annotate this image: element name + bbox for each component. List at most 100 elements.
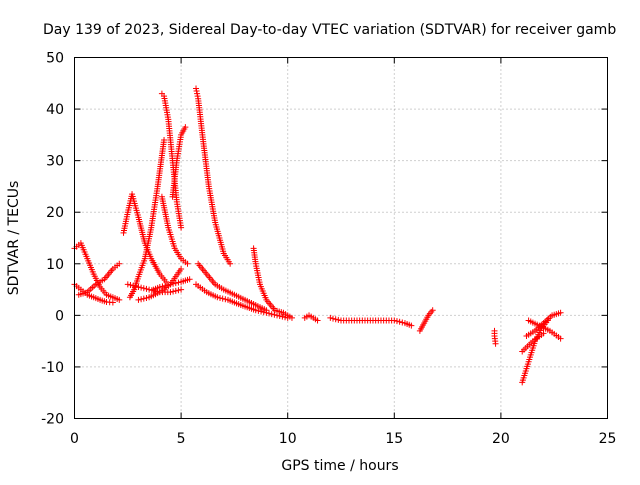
y-tick-label: 0 <box>55 308 64 324</box>
data-point <box>172 280 179 287</box>
data-point <box>116 260 123 267</box>
series-arc-11 <box>150 276 193 293</box>
data-point <box>143 285 150 292</box>
data-point <box>263 309 270 316</box>
series-arc-9 <box>169 124 189 200</box>
data-point <box>140 295 147 302</box>
series-arc-13 <box>195 260 270 314</box>
data-point <box>194 90 201 97</box>
y-axis-label: SDTVAR / TECUs <box>6 181 22 296</box>
x-tick-label: 20 <box>492 431 510 447</box>
data-point <box>109 299 116 306</box>
data-point <box>276 313 283 320</box>
data-point <box>143 294 150 301</box>
data-point <box>156 283 163 290</box>
data-point <box>175 287 182 294</box>
data-point <box>148 287 155 294</box>
y-tick-label: 50 <box>46 51 64 67</box>
data-point <box>540 330 547 337</box>
data-point <box>557 335 564 342</box>
data-point <box>132 283 139 290</box>
data-point <box>167 289 174 296</box>
data-point <box>135 296 142 303</box>
data-point <box>127 282 134 289</box>
data-point <box>492 340 499 347</box>
data-point <box>268 311 275 318</box>
series-arc-22 <box>525 317 564 342</box>
data-point <box>135 283 142 290</box>
x-tick-label: 0 <box>70 431 79 447</box>
x-tick-label: 10 <box>279 431 297 447</box>
series-arc-3 <box>75 260 123 298</box>
data-point <box>227 260 234 267</box>
data-point <box>279 313 286 320</box>
data-point <box>182 124 189 131</box>
data-point <box>163 278 170 285</box>
data-point <box>194 93 201 100</box>
chart-title: Day 139 of 2023, Sidereal Day-to-day VTE… <box>43 22 616 38</box>
data-point <box>162 282 169 289</box>
data-point <box>214 294 221 301</box>
data-point <box>124 281 131 288</box>
y-tick-label: -20 <box>41 412 64 428</box>
data-point <box>396 318 403 325</box>
data-point <box>327 314 334 321</box>
data-point <box>222 296 229 303</box>
series-arc-4 <box>120 191 170 285</box>
data-point <box>175 279 182 286</box>
data-point <box>314 317 321 324</box>
data-point <box>557 309 564 316</box>
data-point <box>184 260 191 267</box>
data-point <box>391 317 398 324</box>
data-point <box>170 288 177 295</box>
data-point <box>193 85 200 92</box>
data-point <box>399 319 406 326</box>
y-tick-label: 40 <box>46 102 64 118</box>
data-point <box>172 287 179 294</box>
data-point <box>330 315 337 322</box>
series-arc-17 <box>327 314 415 329</box>
series-arc-23 <box>519 330 547 355</box>
y-tick-label: -10 <box>41 360 64 376</box>
data-point <box>255 307 262 314</box>
series-arc-14 <box>193 281 291 321</box>
data-point <box>217 294 224 301</box>
data-point <box>186 276 193 283</box>
data-point <box>161 137 168 144</box>
data-point <box>335 316 342 323</box>
series-arc-5 <box>126 137 168 301</box>
data-point <box>178 286 185 293</box>
data-point <box>332 316 339 323</box>
data-point <box>159 283 166 290</box>
data-point <box>116 296 123 303</box>
data-point <box>193 88 200 95</box>
data-point <box>393 318 400 325</box>
data-point <box>178 265 185 272</box>
y-tick-label: 10 <box>46 257 64 273</box>
plot-frame <box>74 57 608 419</box>
data-point <box>408 322 415 329</box>
data-point <box>252 307 259 314</box>
series-arc-18 <box>416 307 436 334</box>
data-point <box>429 307 436 314</box>
data-point <box>164 282 171 289</box>
data-point <box>130 282 137 289</box>
series-arc-15 <box>250 245 295 321</box>
data-marks <box>71 85 564 386</box>
data-point <box>170 280 177 287</box>
data-point <box>138 296 145 303</box>
y-tick-label: 20 <box>46 205 64 221</box>
series-arc-10 <box>158 193 191 267</box>
data-point <box>258 308 265 315</box>
x-tick-label: 15 <box>385 431 403 447</box>
data-point <box>288 314 295 321</box>
x-tick-label: 5 <box>177 431 186 447</box>
data-point <box>178 224 185 231</box>
data-point <box>138 284 145 291</box>
series-arc-16 <box>301 312 321 324</box>
x-axis-label: GPS time / hours <box>281 458 398 474</box>
data-point <box>266 310 273 317</box>
data-point <box>260 309 267 316</box>
